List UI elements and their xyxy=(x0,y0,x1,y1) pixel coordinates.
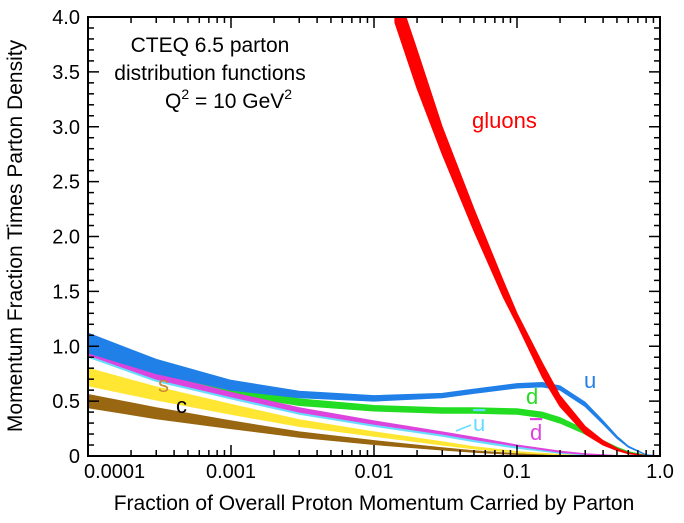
label-d: d xyxy=(526,384,538,409)
annotation-sup-2: 2 xyxy=(284,86,292,102)
x-tick-label: 0.01 xyxy=(355,461,394,483)
y-tick-label: 2.5 xyxy=(52,172,80,194)
ubar-pointer xyxy=(455,424,472,432)
y-tick-label: 4.0 xyxy=(52,7,80,29)
label-c: c xyxy=(176,393,187,418)
x-axis-title: Fraction of Overall Proton Momentum Carr… xyxy=(114,492,635,515)
label-dbar: d xyxy=(530,420,542,445)
y-axis-title: Momentum Fraction Times Parton Density xyxy=(4,39,27,432)
label-s: s xyxy=(158,372,169,397)
ticks-layer: 0.0001 0.001 0.01 0.1 1.0 0 0.5 1.0 1.5 2.0 2.5 3.0… xyxy=(52,7,674,483)
y-tick-label: 2.0 xyxy=(52,227,80,249)
x-tick-label: 1.0 xyxy=(646,461,674,483)
annotation-line-3: Q2 = 10 GeV2 xyxy=(165,86,292,113)
annotation-scale: = 10 GeV xyxy=(189,90,284,113)
annotation-line-2: distribution functions xyxy=(114,62,305,85)
annotation-q: Q xyxy=(165,90,181,113)
label-ubar: u xyxy=(473,411,485,436)
x-tick-label: 0.1 xyxy=(503,461,531,483)
y-tick-label: 3.0 xyxy=(52,117,80,139)
y-tick-label: 3.5 xyxy=(52,62,80,84)
annotation-line-1: CTEQ 6.5 parton xyxy=(131,34,290,57)
y-tick-label: 1.0 xyxy=(52,336,80,358)
label-u: u xyxy=(584,368,596,393)
annotation-sup-1: 2 xyxy=(181,86,189,102)
x-tick-label: 0.0001 xyxy=(84,461,145,483)
y-tick-label: 0.5 xyxy=(52,391,80,413)
y-tick-label: 0 xyxy=(69,446,80,468)
series-labels: gluons u d s u d c xyxy=(158,108,596,445)
x-tick-label: 0.001 xyxy=(206,461,256,483)
band-c xyxy=(88,393,660,456)
chart-annotation: CTEQ 6.5 parton distribution functions Q… xyxy=(114,34,305,113)
label-gluons: gluons xyxy=(472,108,537,133)
y-tick-label: 1.5 xyxy=(52,281,80,303)
